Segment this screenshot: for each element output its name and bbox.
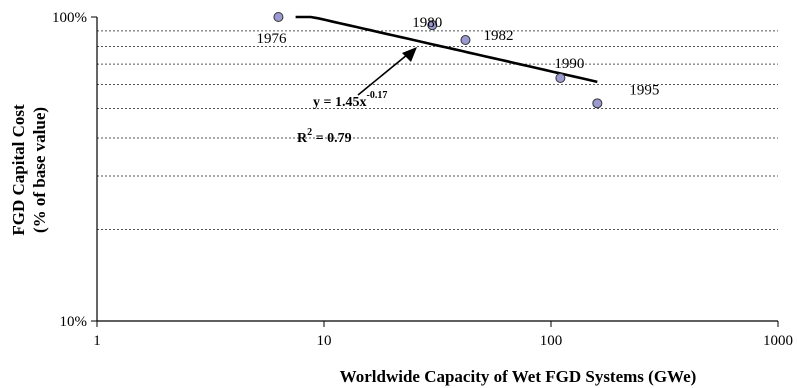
point-year-label: 1995 (629, 82, 659, 98)
data-point (273, 12, 284, 22)
svg-text:(% of base value): (% of base value) (30, 107, 49, 233)
data-point (427, 20, 438, 31)
trendline (295, 15, 598, 84)
point-year-label: 1990 (554, 56, 584, 72)
x-axis-title: Worldwide Capacity of Wet FGD Systems (G… (340, 367, 697, 386)
svg-text:FGD Capital Cost: FGD Capital Cost (9, 104, 28, 236)
x-tick-label: 1 (93, 333, 101, 349)
r-squared: R2 = 0.79 (297, 127, 352, 146)
gridlines (97, 30, 778, 230)
x-axis-ticks: 1 10 100 1000 (93, 321, 793, 349)
axes (96, 17, 778, 322)
trendline-curve (295, 15, 598, 84)
point-year-label: 1976 (256, 31, 287, 47)
trendline-equation: y = 1.45x-0.17 (313, 90, 387, 110)
y-tick-label: 10% (60, 314, 88, 330)
point-year-label: 1982 (483, 28, 513, 44)
data-point (592, 98, 603, 109)
annotation-arrow (357, 47, 417, 96)
x-tick-label: 1000 (763, 333, 793, 349)
x-tick-label: 10 (317, 333, 332, 349)
y-tick-label: 100% (52, 10, 87, 26)
y-axis-title: FGD Capital Cost (% of base value) (9, 104, 49, 236)
x-tick-label: 100 (540, 333, 563, 349)
data-point (555, 73, 566, 84)
y-axis-ticks: 10% 100% (52, 10, 97, 330)
data-point (460, 35, 471, 46)
point-year-label: 1980 (412, 15, 442, 31)
data-points (273, 12, 603, 109)
point-labels: 1976 1980 1982 1990 1995 (256, 15, 659, 98)
